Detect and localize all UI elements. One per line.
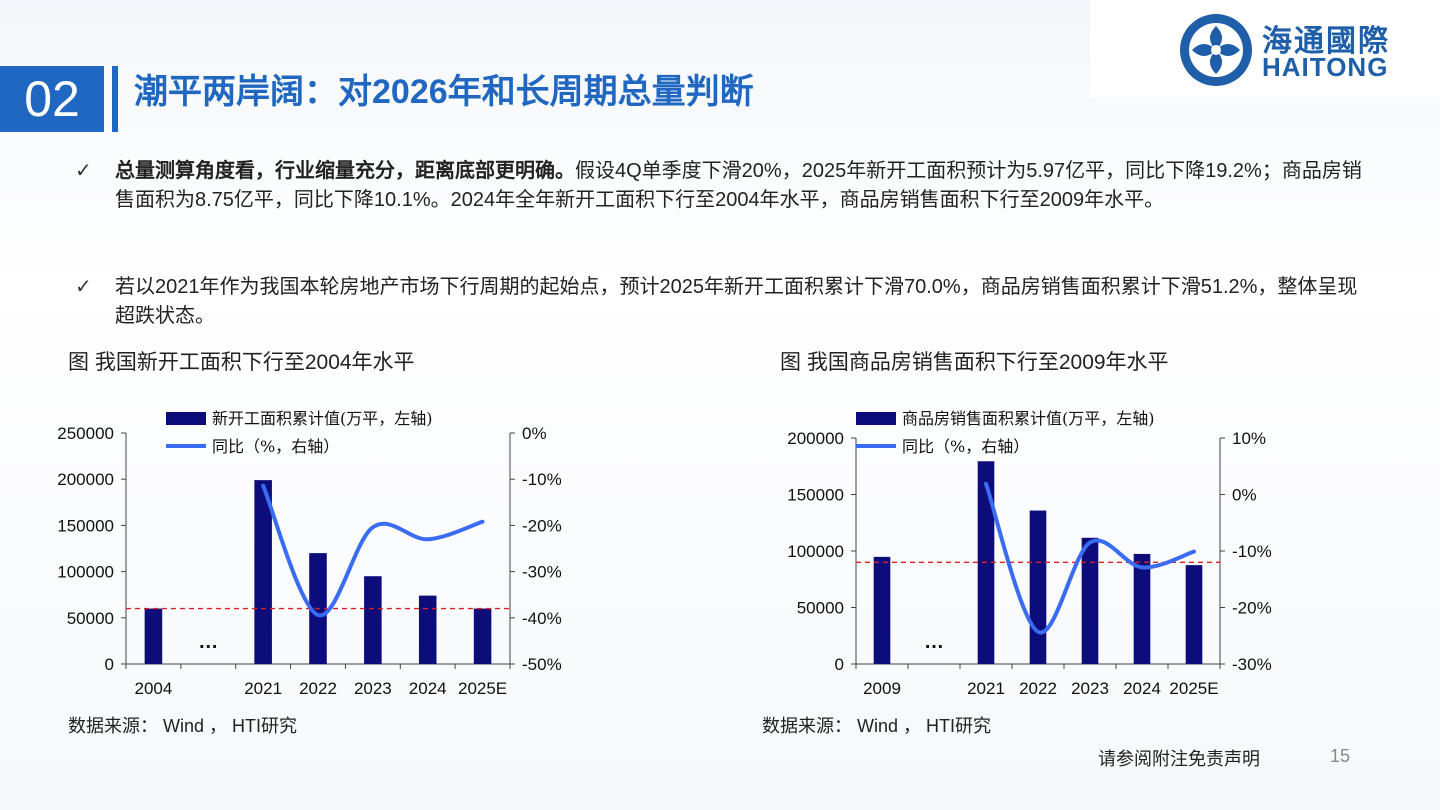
bar — [473, 608, 492, 664]
bar — [364, 576, 382, 664]
page-title: 潮平两岸阔：对2026年和长周期总量判断 — [134, 73, 754, 111]
gap-marker: … — [924, 631, 944, 653]
bar — [1029, 510, 1047, 664]
chart-2-source: 数据来源： Wind ， HTI研究 — [762, 716, 992, 736]
section-number: 02 — [0, 66, 104, 132]
left-tick-label: 200000 — [57, 470, 114, 489]
bullet-2-text: 若以2021年作为我国本轮房地产市场下行周期的起始点，预计2025年新开工面积累… — [115, 276, 1358, 327]
legend-bar-swatch — [856, 412, 896, 425]
x-tick-label: 2025E — [458, 679, 507, 698]
bar — [144, 608, 163, 664]
logo-english-text: HAITONG — [1262, 52, 1389, 82]
bar — [1133, 553, 1151, 664]
left-tick-label: 250000 — [57, 424, 114, 443]
legend-line-label: 同比（%，右轴） — [212, 437, 339, 456]
bar — [1185, 565, 1203, 664]
disclaimer: 请参阅附注免责声明 — [1098, 749, 1260, 769]
right-tick-label: -50% — [522, 655, 562, 674]
x-tick-label: 2004 — [135, 679, 173, 698]
right-tick-label: -30% — [522, 563, 562, 582]
left-tick-label: 50000 — [67, 609, 114, 628]
page-number: 15 — [1330, 746, 1351, 766]
bar — [418, 595, 437, 664]
yoy-line — [984, 481, 1196, 635]
left-tick-label: 100000 — [57, 563, 114, 582]
check-icon: ✓ — [75, 160, 92, 182]
x-tick-label: 2021 — [967, 679, 1005, 698]
right-tick-label: -10% — [1232, 542, 1272, 561]
left-tick-label: 150000 — [787, 486, 844, 505]
gap-marker: … — [198, 631, 218, 653]
x-tick-label: 2021 — [244, 679, 282, 698]
logo-panel — [1090, 0, 1440, 97]
right-tick-label: -30% — [1232, 655, 1272, 674]
legend-line-label: 同比（%，右轴） — [902, 437, 1029, 456]
x-tick-label: 2024 — [1123, 679, 1161, 698]
section-divider — [112, 66, 118, 132]
left-tick-label: 100000 — [787, 542, 844, 561]
right-tick-label: 10% — [1232, 429, 1266, 448]
left-tick-label: 50000 — [797, 599, 844, 618]
left-tick-label: 200000 — [787, 429, 844, 448]
bullet-1-bold: 总量测算角度看，行业缩量充分，距离底部更明确。 — [115, 160, 575, 182]
bullet-1-text: 假设4Q单季度下滑20%，2025年新开工面积预计为5.97亿平，同比下降19.… — [115, 160, 1362, 211]
chart-new-starts: 0 50000 100000 150000 200000 250000 -50% -40% -3… — [57, 409, 562, 698]
logo-chinese-text: 海通國際 — [1262, 25, 1390, 58]
left-tick-label: 0 — [105, 655, 114, 674]
x-tick-label: 2025E — [1169, 679, 1218, 698]
chart-2-title: 图 我国商品房销售面积下行至2009年水平 — [780, 351, 1169, 374]
left-tick-label: 150000 — [57, 516, 114, 535]
yoy-line — [261, 483, 485, 618]
chart-1-source: 数据来源： Wind ， HTI研究 — [68, 716, 298, 736]
x-tick-label: 2009 — [863, 679, 901, 698]
haitong-logo-icon — [1180, 14, 1252, 86]
chart-1-title: 图 我国新开工面积下行至2004年水平 — [68, 351, 415, 374]
legend-bar-swatch — [166, 412, 206, 425]
bullet-1: ✓ 总量测算角度看，行业缩量充分，距离底部更明确。假设4Q单季度下滑20%，20… — [75, 157, 1375, 215]
right-tick-label: -20% — [522, 516, 562, 535]
right-tick-label: 0% — [1232, 486, 1257, 505]
bar — [254, 480, 272, 664]
bullet-2: ✓ 若以2021年作为我国本轮房地产市场下行周期的起始点，预计2025年新开工面… — [75, 273, 1375, 331]
x-tick-label: 2022 — [299, 679, 337, 698]
x-tick-label: 2024 — [409, 679, 447, 698]
x-tick-label: 2022 — [1019, 679, 1057, 698]
right-tick-label: -10% — [522, 470, 562, 489]
right-tick-label: -40% — [522, 609, 562, 628]
right-tick-label: -20% — [1232, 599, 1272, 618]
legend-bar-label: 商品房销售面积累计值(万平，左轴) — [902, 409, 1155, 428]
chart-sales-area: 0 50000 100000 150000 200000 -30% -20% -10% 0% 10… — [787, 409, 1272, 698]
x-tick-label: 2023 — [1071, 679, 1109, 698]
check-icon: ✓ — [75, 276, 92, 298]
bar — [873, 556, 891, 664]
right-tick-label: 0% — [522, 424, 547, 443]
bar — [1081, 537, 1099, 664]
x-tick-label: 2023 — [354, 679, 392, 698]
left-tick-label: 0 — [835, 655, 844, 674]
legend-bar-label: 新开工面积累计值(万平，左轴) — [212, 409, 433, 428]
